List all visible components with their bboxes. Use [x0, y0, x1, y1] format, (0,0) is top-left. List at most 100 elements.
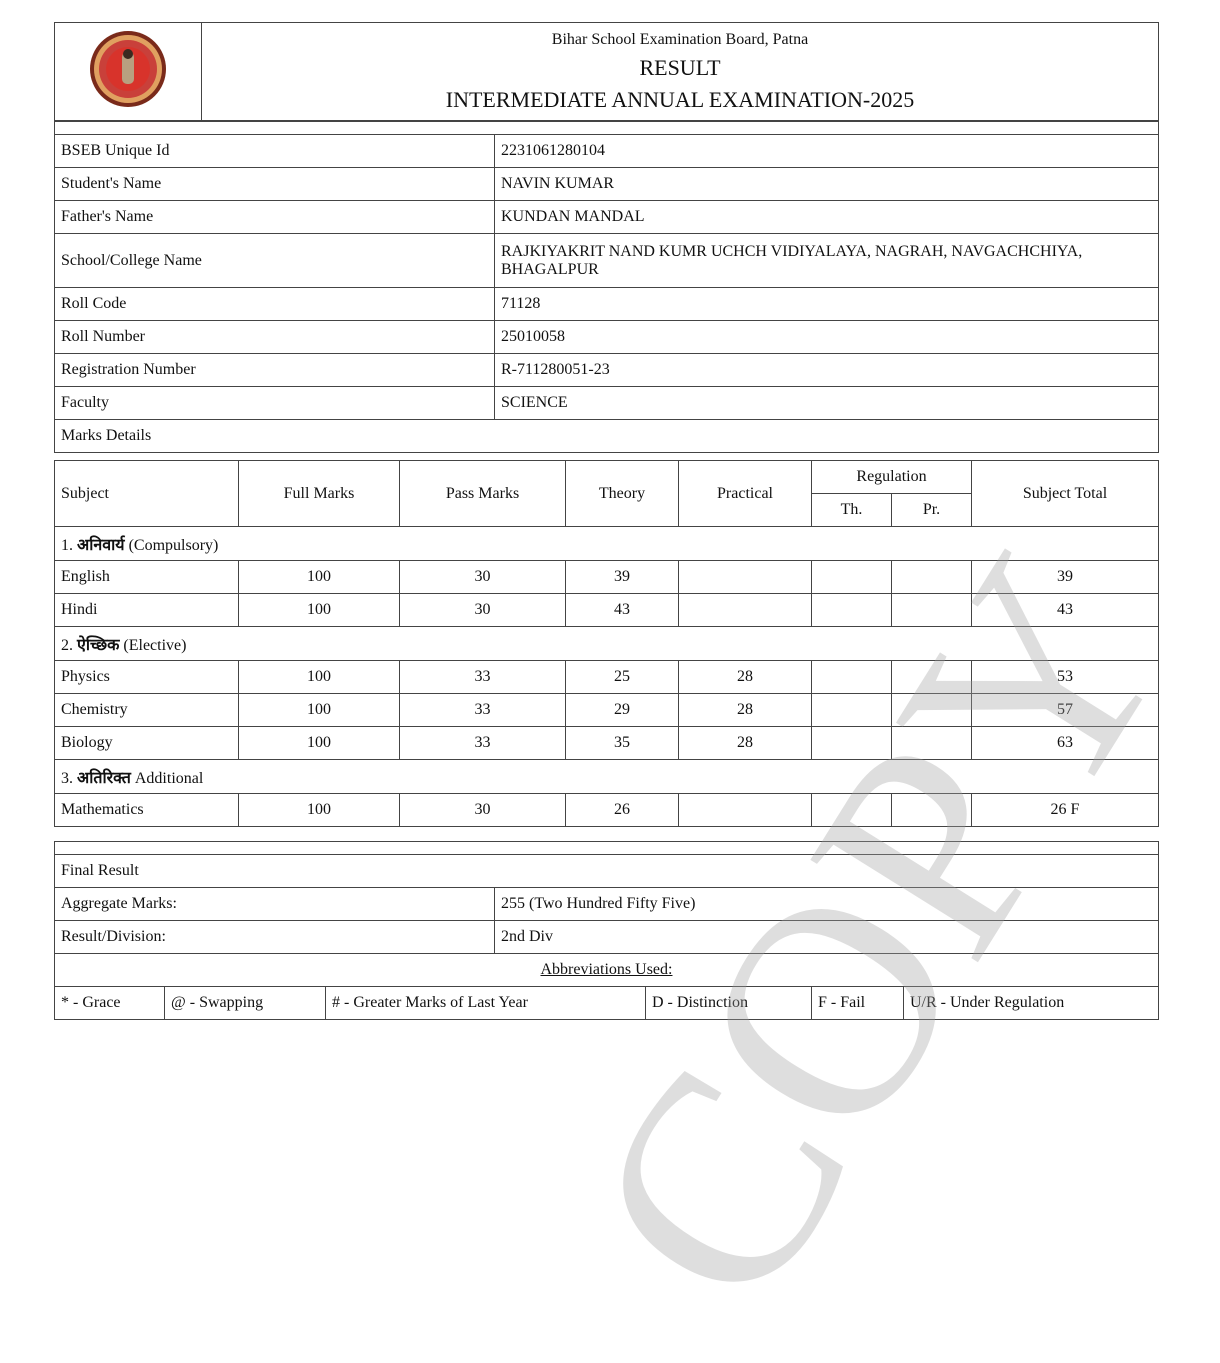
- bseb-logo-icon: [90, 31, 166, 107]
- col-practical: Practical: [678, 460, 812, 527]
- cell-practical: [678, 560, 812, 594]
- col-reg-th: Th.: [811, 493, 892, 527]
- cell-full: 100: [238, 793, 400, 827]
- cell-th: [811, 660, 892, 694]
- cell-pass: 30: [399, 793, 566, 827]
- info-label: Father's Name: [54, 200, 495, 234]
- info-label: Roll Number: [54, 320, 495, 354]
- cell-practical: 28: [678, 726, 812, 760]
- info-value: 25010058: [494, 320, 1159, 354]
- col-subject: Subject: [54, 460, 239, 527]
- subject-row: Chemistry 100 33 29 28 57: [54, 693, 1159, 727]
- col-subject-total: Subject Total: [971, 460, 1159, 527]
- abbr-under-regulation: U/R - Under Regulation: [903, 986, 1159, 1020]
- info-row: BSEB Unique Id 2231061280104: [54, 134, 1159, 168]
- col-regulation: Regulation: [811, 460, 972, 494]
- col-theory: Theory: [565, 460, 679, 527]
- info-label: BSEB Unique Id: [54, 134, 495, 168]
- subject-name: English: [54, 560, 239, 594]
- abbreviations-title: Abbreviations Used:: [540, 961, 673, 978]
- section-number: 2.: [61, 636, 73, 654]
- subject-row: Physics 100 33 25 28 53: [54, 660, 1159, 694]
- subject-row: English 100 30 39 39: [54, 560, 1159, 594]
- info-value: 71128: [494, 287, 1159, 321]
- info-value: 2231061280104: [494, 134, 1159, 168]
- cell-full: 100: [238, 560, 400, 594]
- cell-pass: 33: [399, 693, 566, 727]
- info-row: Student's Name NAVIN KUMAR: [54, 167, 1159, 201]
- cell-full: 100: [238, 593, 400, 627]
- cell-pr: [891, 793, 972, 827]
- section-heading: 1. अनिवार्य (Compulsory): [54, 526, 1159, 561]
- info-row: Faculty SCIENCE: [54, 386, 1159, 420]
- header-titles: Bihar School Examination Board, Patna RE…: [201, 22, 1159, 121]
- info-label: Registration Number: [54, 353, 495, 387]
- cell-total: 43: [971, 593, 1159, 627]
- info-value: R-711280051-23: [494, 353, 1159, 387]
- cell-practical: 28: [678, 693, 812, 727]
- abbr-greater-marks: # - Greater Marks of Last Year: [325, 986, 646, 1020]
- section-hindi: अनिवार्य: [77, 536, 125, 554]
- cell-th: [811, 560, 892, 594]
- cell-pr: [891, 593, 972, 627]
- info-label: Faculty: [54, 386, 495, 420]
- cell-th: [811, 693, 892, 727]
- logo-cell: [54, 22, 202, 121]
- abbr-fail: F - Fail: [811, 986, 904, 1020]
- info-label: Roll Code: [54, 287, 495, 321]
- cell-theory: 35: [565, 726, 679, 760]
- section-number: 3.: [61, 769, 73, 787]
- cell-full: 100: [238, 660, 400, 694]
- cell-pr: [891, 726, 972, 760]
- cell-total: 57: [971, 693, 1159, 727]
- cell-th: [811, 793, 892, 827]
- subject-name: Mathematics: [54, 793, 239, 827]
- cell-pass: 33: [399, 726, 566, 760]
- cell-th: [811, 593, 892, 627]
- final-result-label: Final Result: [54, 854, 1159, 888]
- abbr-grace: * - Grace: [54, 986, 165, 1020]
- section-heading: 2. ऐच्छिक (Elective): [54, 626, 1159, 661]
- subject-row: Mathematics 100 30 26 26 F: [54, 793, 1159, 827]
- section-english: (Elective): [123, 636, 187, 654]
- division-value: 2nd Div: [494, 920, 1159, 954]
- cell-theory: 29: [565, 693, 679, 727]
- subject-name: Chemistry: [54, 693, 239, 727]
- col-full-marks: Full Marks: [238, 460, 400, 527]
- aggregate-value: 255 (Two Hundred Fifty Five): [494, 887, 1159, 921]
- info-value: SCIENCE: [494, 386, 1159, 420]
- header-table: Bihar School Examination Board, Patna RE…: [54, 22, 1159, 121]
- cell-theory: 39: [565, 560, 679, 594]
- section-hindi: अतिरिक्त: [77, 769, 131, 787]
- cell-theory: 43: [565, 593, 679, 627]
- cell-pass: 30: [399, 560, 566, 594]
- info-row: Father's Name KUNDAN MANDAL: [54, 200, 1159, 234]
- section-number: 1.: [61, 536, 73, 554]
- subject-name: Physics: [54, 660, 239, 694]
- cell-pass: 33: [399, 660, 566, 694]
- exam-title: INTERMEDIATE ANNUAL EXAMINATION-2025: [445, 86, 915, 112]
- col-reg-pr: Pr.: [891, 493, 972, 527]
- board-name: Bihar School Examination Board, Patna: [551, 30, 809, 48]
- student-info-table: BSEB Unique Id 2231061280104 Student's Nam…: [54, 121, 1159, 453]
- section-hindi: ऐच्छिक: [77, 636, 120, 654]
- col-pass-marks: Pass Marks: [399, 460, 566, 527]
- subject-name: Hindi: [54, 593, 239, 627]
- info-value: RAJKIYAKRIT NAND KUMR UCHCH VIDIYALAYA, …: [494, 233, 1159, 288]
- subject-row: Biology 100 33 35 28 63: [54, 726, 1159, 760]
- abbr-distinction: D - Distinction: [645, 986, 812, 1020]
- cell-th: [811, 726, 892, 760]
- result-title: RESULT: [639, 54, 721, 80]
- cell-practical: [678, 793, 812, 827]
- cell-theory: 25: [565, 660, 679, 694]
- info-row: Registration Number R-711280051-23: [54, 353, 1159, 387]
- info-value: KUNDAN MANDAL: [494, 200, 1159, 234]
- cell-full: 100: [238, 726, 400, 760]
- aggregate-label: Aggregate Marks:: [54, 887, 495, 921]
- marks-details-label: Marks Details: [54, 419, 1159, 453]
- info-value: NAVIN KUMAR: [494, 167, 1159, 201]
- section-heading: 3. अतिरिक्त Additional: [54, 759, 1159, 794]
- info-label: Student's Name: [54, 167, 495, 201]
- marks-table: Subject Full Marks Pass Marks Theory Pra…: [54, 460, 1159, 827]
- section-english: Additional: [134, 769, 204, 787]
